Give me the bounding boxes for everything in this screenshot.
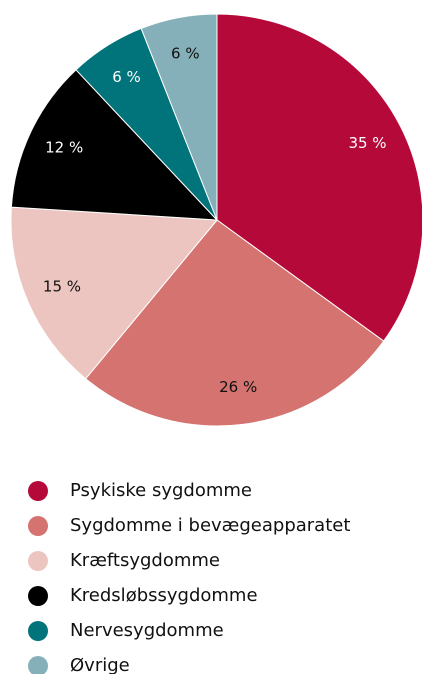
legend-label: Kredsløbssygdomme xyxy=(70,585,258,606)
slice-label: 6 % xyxy=(171,45,200,63)
legend-swatch xyxy=(28,586,48,606)
legend-swatch xyxy=(28,516,48,536)
legend-label: Kræftsygdomme xyxy=(70,550,220,571)
pie-slice xyxy=(84,219,385,427)
slice-label: 26 % xyxy=(219,378,257,396)
legend-swatch xyxy=(28,551,48,571)
legend-swatch xyxy=(28,621,48,641)
slice-label: 12 % xyxy=(45,139,83,157)
pie-slice xyxy=(216,13,422,342)
slice-label: 35 % xyxy=(348,134,386,152)
pie-slice xyxy=(140,13,218,221)
legend-label: Sygdomme i bevægeapparatet xyxy=(70,515,350,536)
legend-swatch xyxy=(28,656,48,674)
slice-label: 15 % xyxy=(43,278,81,296)
pie-slice xyxy=(10,206,219,380)
legend-label: Nervesygdomme xyxy=(70,620,224,641)
legend-swatch xyxy=(28,481,48,501)
legend-label: Psykiske sygdomme xyxy=(70,480,252,501)
slice-label: 6 % xyxy=(112,68,141,86)
pie-slice xyxy=(10,69,219,221)
legend-label: Øvrige xyxy=(70,655,130,674)
